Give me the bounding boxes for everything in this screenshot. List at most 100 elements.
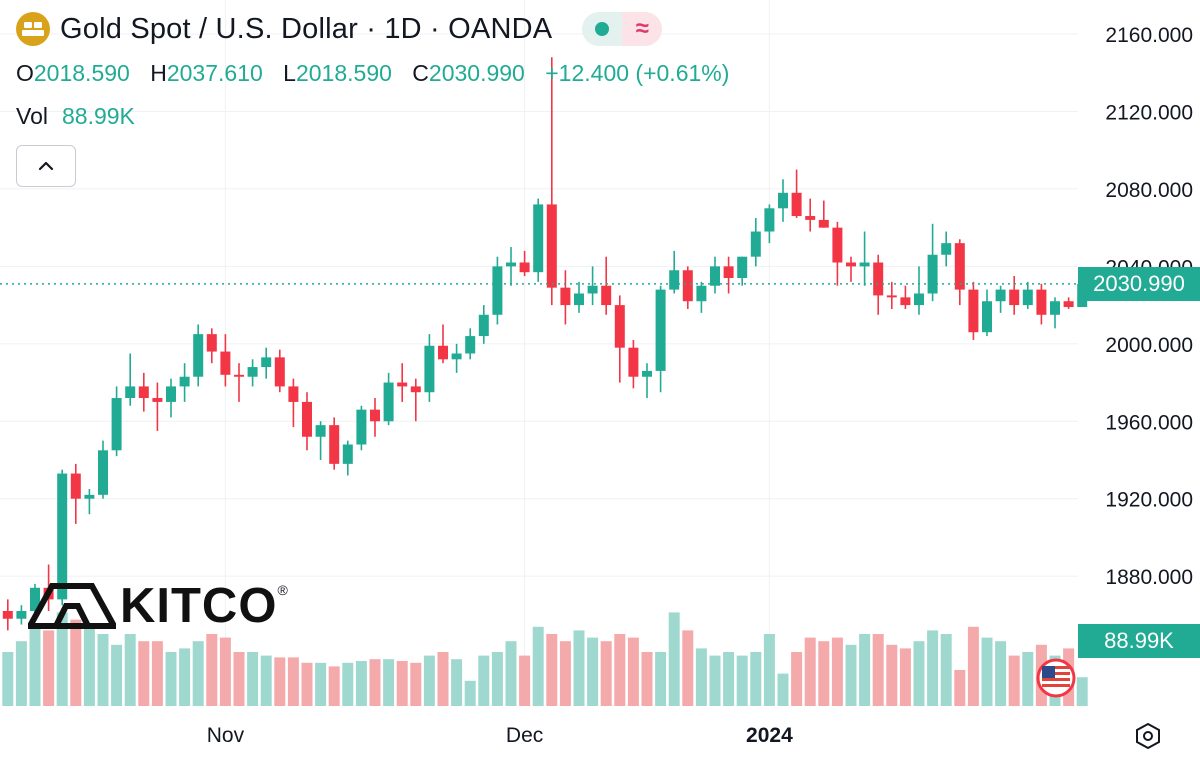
candle[interactable]: [533, 198, 544, 282]
candle[interactable]: [995, 285, 1006, 313]
y-axis[interactable]: 1880.0001920.0001960.0002000.0002040.000…: [1105, 24, 1193, 589]
candle[interactable]: [356, 405, 367, 451]
candle[interactable]: [70, 463, 81, 524]
candle[interactable]: [193, 324, 204, 387]
candle[interactable]: [832, 221, 843, 286]
candle-body: [397, 382, 408, 387]
candle[interactable]: [941, 231, 952, 267]
market-open-dot-icon[interactable]: [582, 12, 623, 46]
candle[interactable]: [302, 392, 312, 451]
candle[interactable]: [111, 386, 122, 457]
candle[interactable]: [778, 179, 788, 222]
candle[interactable]: [696, 281, 707, 313]
candle[interactable]: [16, 605, 27, 625]
candle[interactable]: [138, 372, 149, 412]
candle[interactable]: [397, 363, 408, 402]
approx-wave-icon[interactable]: ≈: [622, 12, 663, 46]
symbol-header[interactable]: Gold Spot / U.S. Dollar · 1D · OANDA ≈: [16, 12, 663, 46]
candle[interactable]: [900, 285, 911, 309]
candle[interactable]: [968, 281, 979, 340]
candle[interactable]: [383, 372, 394, 426]
candle-body: [125, 386, 136, 399]
candle[interactable]: [506, 247, 516, 286]
candle[interactable]: [438, 324, 448, 364]
volume-bar: [97, 634, 109, 706]
candle[interactable]: [410, 378, 421, 422]
candle[interactable]: [206, 328, 217, 364]
candle[interactable]: [1063, 297, 1074, 309]
candle[interactable]: [220, 334, 231, 387]
collapse-legend-button[interactable]: [16, 145, 76, 187]
candle[interactable]: [329, 417, 340, 470]
candle[interactable]: [465, 328, 476, 360]
candle[interactable]: [546, 57, 557, 306]
candle[interactable]: [478, 305, 489, 344]
candle[interactable]: [261, 347, 272, 379]
candle[interactable]: [1009, 276, 1020, 315]
candle[interactable]: [655, 285, 666, 393]
candle[interactable]: [723, 256, 734, 294]
candle[interactable]: [805, 198, 816, 232]
candle[interactable]: [560, 270, 571, 325]
high-value: 2037.610: [166, 60, 263, 86]
candle[interactable]: [98, 440, 108, 499]
candle[interactable]: [927, 223, 938, 302]
volume-bar: [655, 652, 667, 706]
candle[interactable]: [982, 289, 992, 337]
candle[interactable]: [179, 363, 190, 402]
candle[interactable]: [234, 363, 244, 402]
candle[interactable]: [846, 256, 856, 282]
candle[interactable]: [274, 349, 285, 393]
candle[interactable]: [166, 378, 176, 418]
candle[interactable]: [288, 378, 299, 428]
candle[interactable]: [628, 339, 639, 389]
candle[interactable]: [424, 334, 435, 402]
us-flag-icon[interactable]: [1036, 658, 1076, 698]
candle[interactable]: [859, 231, 870, 286]
candle-body: [533, 204, 544, 273]
candle[interactable]: [315, 421, 326, 460]
candles[interactable]: [2, 57, 1088, 631]
candle[interactable]: [601, 256, 612, 315]
close-label: C: [412, 60, 429, 86]
candle[interactable]: [914, 266, 924, 315]
candle[interactable]: [737, 256, 748, 286]
hexagon-settings-icon[interactable]: [1133, 721, 1163, 751]
candle[interactable]: [954, 239, 965, 306]
candle[interactable]: [84, 489, 95, 515]
candle[interactable]: [519, 250, 530, 277]
candle[interactable]: [1036, 283, 1047, 325]
candle[interactable]: [886, 281, 897, 309]
candle[interactable]: [2, 599, 13, 631]
status-pills[interactable]: ≈: [582, 12, 663, 46]
candle[interactable]: [587, 266, 598, 306]
candle[interactable]: [125, 353, 136, 406]
candle[interactable]: [492, 256, 503, 325]
candle[interactable]: [574, 281, 584, 313]
candle[interactable]: [152, 382, 163, 431]
candle[interactable]: [669, 250, 680, 294]
candle[interactable]: [1022, 281, 1033, 309]
candle-body: [166, 386, 176, 402]
volume-label: Vol: [16, 103, 48, 129]
candle[interactable]: [614, 295, 625, 383]
candle[interactable]: [818, 200, 829, 228]
candle[interactable]: [642, 363, 652, 399]
candle[interactable]: [750, 217, 761, 267]
candle[interactable]: [873, 254, 884, 315]
candle[interactable]: [710, 256, 720, 294]
candle[interactable]: [370, 398, 380, 437]
candle[interactable]: [682, 266, 693, 309]
candle-body: [438, 345, 448, 360]
candle[interactable]: [342, 440, 353, 476]
x-axis[interactable]: Nov Dec 2024: [207, 724, 793, 747]
candle[interactable]: [791, 169, 802, 218]
volume-bar: [179, 648, 191, 706]
volume-bar: [491, 652, 503, 706]
candle[interactable]: [764, 204, 775, 244]
candle[interactable]: [1050, 297, 1060, 329]
candle[interactable]: [57, 469, 68, 606]
candle[interactable]: [247, 359, 258, 387]
candle[interactable]: [451, 343, 462, 373]
